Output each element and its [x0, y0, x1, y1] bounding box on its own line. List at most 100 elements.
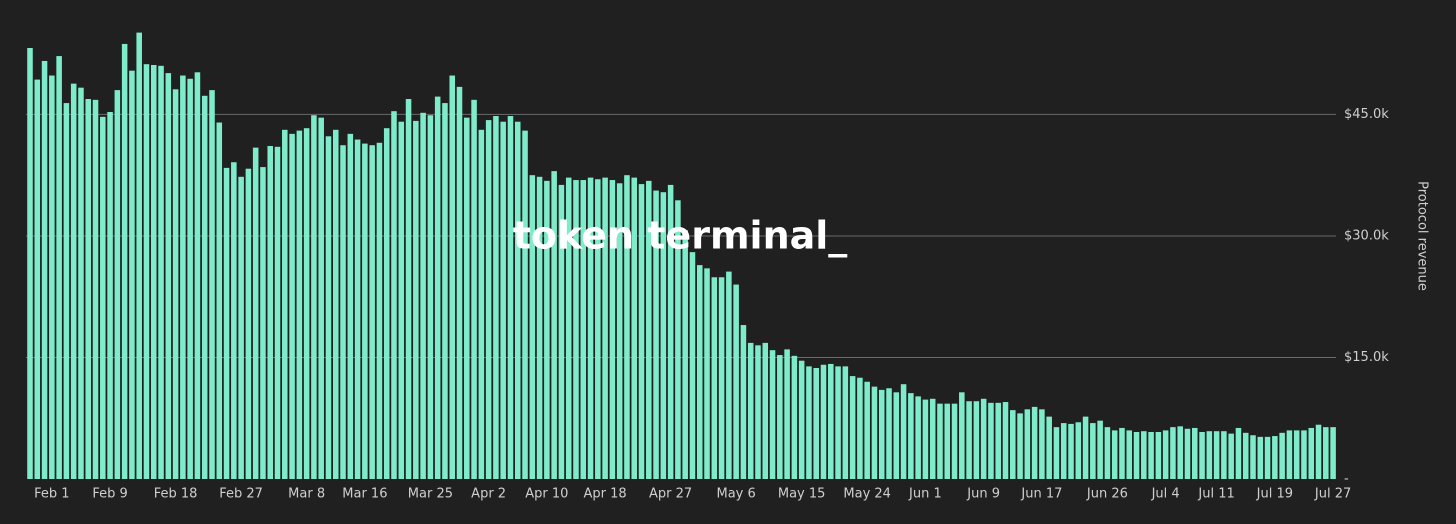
bar [988, 402, 994, 479]
bar [1308, 427, 1315, 479]
bar [485, 120, 492, 480]
y-tick-label: - [1344, 472, 1349, 487]
bar [813, 368, 819, 479]
bar [565, 177, 572, 479]
bar [223, 167, 230, 480]
bar [769, 350, 776, 479]
bar [908, 393, 914, 479]
bar [973, 401, 980, 479]
bar [165, 73, 172, 479]
x-tick-label: Jul 4 [1151, 487, 1180, 502]
bar [289, 133, 295, 479]
bar [995, 402, 1001, 479]
bar [449, 75, 455, 480]
bar [536, 176, 543, 480]
bar [966, 401, 972, 479]
bar [573, 180, 579, 479]
bar [325, 136, 332, 479]
bar [624, 175, 630, 479]
bar [828, 363, 834, 479]
bar [1264, 436, 1271, 479]
x-tick-label: Jul 19 [1256, 487, 1293, 502]
bar [252, 147, 259, 479]
bars [27, 32, 1336, 480]
bar [915, 396, 921, 479]
bar [1323, 427, 1329, 479]
bar [1075, 422, 1082, 479]
bar [1053, 427, 1060, 479]
bar [1104, 427, 1111, 479]
bar [1228, 433, 1234, 479]
bar [777, 355, 783, 479]
bar [434, 96, 441, 479]
bar [1192, 427, 1198, 479]
bar [1330, 427, 1336, 479]
bar [1024, 409, 1031, 479]
bar [1148, 432, 1154, 479]
bar [507, 116, 514, 479]
bar [471, 99, 477, 480]
y-axis-title: Protocol revenue [1415, 181, 1430, 291]
bar [420, 112, 426, 479]
x-tick-label: Mar 8 [288, 487, 325, 502]
bar [114, 90, 121, 479]
x-tick-label: Jun 26 [1086, 487, 1128, 502]
y-tick-label: $15.0k [1344, 350, 1389, 365]
bar [580, 180, 587, 479]
x-tick-label: Jul 11 [1197, 487, 1234, 502]
bar [689, 252, 696, 479]
bar [260, 167, 266, 479]
bar [806, 366, 812, 479]
bar [900, 384, 907, 479]
bar [1010, 410, 1016, 479]
bar [391, 111, 397, 480]
bar [369, 145, 375, 479]
bar [427, 115, 434, 480]
bar [696, 265, 703, 479]
watermark: token terminal_ [513, 214, 848, 258]
bar [340, 145, 346, 479]
bar [878, 389, 885, 479]
x-tick-label: Apr 2 [471, 487, 506, 502]
bar [1126, 430, 1133, 479]
x-tick-label: Feb 18 [154, 487, 198, 502]
bar [1090, 423, 1096, 479]
bar [602, 177, 608, 479]
bar [150, 65, 157, 479]
x-tick-label: May 24 [843, 487, 891, 502]
bar [959, 392, 965, 479]
bar [267, 146, 274, 480]
bar [383, 128, 390, 480]
bar [835, 366, 841, 479]
bar [514, 121, 521, 479]
bar [529, 175, 536, 479]
x-tick-label: Apr 10 [525, 487, 568, 502]
bar [187, 78, 193, 479]
bar [180, 75, 186, 480]
bar [1170, 427, 1176, 479]
bar [944, 403, 951, 479]
bar [129, 70, 135, 480]
bar [755, 345, 761, 479]
bar [616, 183, 623, 479]
bar [136, 32, 142, 479]
bar [1286, 430, 1293, 479]
bar [675, 200, 681, 479]
bar [1301, 430, 1307, 479]
bar [56, 56, 62, 480]
bar [456, 86, 463, 480]
bar [747, 342, 754, 479]
bar [631, 177, 637, 479]
bar [303, 128, 310, 480]
bar [638, 184, 645, 479]
bar [296, 130, 303, 479]
bar [595, 179, 601, 479]
bar [143, 64, 150, 479]
bar [937, 403, 943, 479]
bar [1177, 426, 1183, 479]
bar [711, 277, 718, 479]
bar [493, 116, 499, 479]
bar [893, 392, 900, 479]
bar [194, 72, 201, 479]
bar [842, 366, 849, 479]
